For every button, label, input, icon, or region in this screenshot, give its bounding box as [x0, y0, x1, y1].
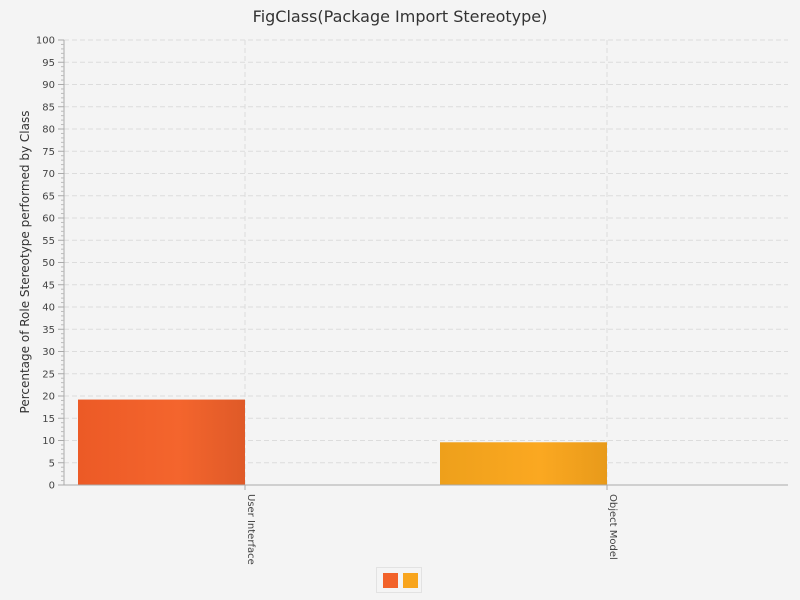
y-tick-label-40: 40: [42, 303, 55, 314]
y-tick-label-5: 5: [49, 458, 55, 469]
y-tick-label-45: 45: [42, 280, 55, 291]
bar-object-model[interactable]: [440, 442, 607, 485]
y-tick-label-60: 60: [42, 214, 55, 225]
y-tick-label-25: 25: [42, 369, 55, 380]
y-tick-label-80: 80: [42, 125, 55, 136]
legend-swatch-user-interface: [383, 573, 398, 588]
y-tick-label-85: 85: [42, 102, 55, 113]
y-tick-label-70: 70: [42, 169, 55, 180]
y-tick-label-35: 35: [42, 325, 55, 336]
bar-user-interface[interactable]: [78, 399, 245, 485]
y-tick-label-100: 100: [36, 36, 55, 47]
y-tick-label-90: 90: [42, 80, 55, 91]
y-tick-label-20: 20: [42, 392, 55, 403]
grid-lines: [64, 39, 788, 485]
legend-swatch-object-model: [403, 573, 418, 588]
y-axis-title: Percentage of Role Stereotype performed …: [18, 111, 32, 414]
chart-title: FigClass(Package Import Stereotype): [252, 7, 548, 26]
x-tick-label-0: User Interface: [245, 494, 256, 565]
y-tick-label-75: 75: [42, 147, 55, 158]
axes: User Interface Object Model 0 5 10 15 20 25 30 35…: [36, 36, 788, 565]
y-tick-label-0: 0: [49, 481, 55, 492]
x-tick-label-1: Object Model: [607, 494, 618, 560]
y-tick-label-55: 55: [42, 236, 55, 247]
y-tick-label-30: 30: [42, 347, 55, 358]
y-tick-label-50: 50: [42, 258, 55, 269]
y-tick-label-15: 15: [42, 414, 55, 425]
legend: [376, 567, 422, 593]
bars: [78, 399, 607, 485]
y-tick-label-10: 10: [42, 436, 55, 447]
y-tick-label-65: 65: [42, 191, 55, 202]
y-tick-label-95: 95: [42, 58, 55, 69]
